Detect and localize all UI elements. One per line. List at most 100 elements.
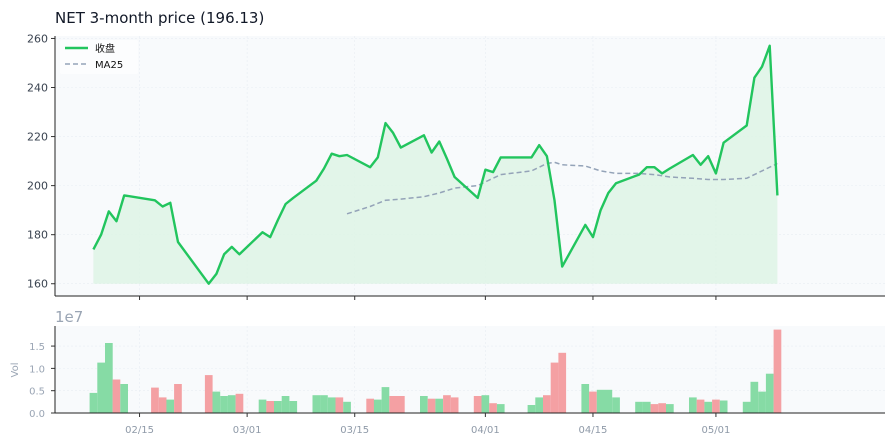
volume-bar [558, 352, 567, 413]
volume-bar [635, 401, 643, 413]
volume-bar [158, 397, 167, 413]
close-point [238, 253, 240, 255]
volume-bar [281, 396, 290, 413]
close-point [284, 203, 286, 205]
volume-bar [112, 379, 121, 413]
volume-bar [550, 362, 559, 413]
close-point [561, 265, 563, 267]
volume-bar [327, 397, 336, 413]
x-tick-label: 03/15 [340, 425, 369, 436]
price-tick-label: 200 [27, 180, 48, 193]
close-point [261, 231, 263, 233]
volume-bar [604, 389, 613, 413]
volume-bar [704, 401, 713, 413]
close-point [108, 210, 110, 212]
volume-bar [773, 329, 782, 413]
close-point [169, 202, 171, 204]
volume-bar [642, 401, 651, 413]
close-point [330, 153, 332, 155]
x-tick-label: 02/15 [125, 425, 154, 436]
volume-bar [204, 375, 213, 413]
volume-bar [750, 381, 759, 413]
close-point [769, 45, 771, 47]
volume-tick-label: 0.5 [29, 387, 45, 398]
volume-bar [473, 396, 482, 413]
volume-bar [650, 404, 659, 413]
x-tick-label: 04/15 [579, 425, 608, 436]
volume-tick-label: 1.5 [29, 342, 45, 353]
close-point [715, 172, 717, 174]
volume-bar [366, 398, 374, 413]
volume-bar [389, 396, 397, 413]
close-point [177, 241, 179, 243]
close-point [423, 134, 425, 136]
volume-bar [381, 387, 390, 413]
close-point [269, 236, 271, 238]
close-point [530, 156, 532, 158]
volume-panel-background [55, 326, 885, 413]
volume-bar [581, 384, 590, 413]
volume-bar [765, 373, 774, 413]
volume-axis-label: Vol [10, 363, 21, 378]
volume-bar [527, 405, 536, 413]
legend-ma25-label: MA25 [95, 60, 123, 71]
volume-axes [54, 326, 885, 414]
close-point [208, 283, 210, 285]
volume-bar [235, 393, 244, 413]
close-point [661, 172, 663, 174]
volume-bar [397, 396, 405, 413]
volume-bars [89, 329, 782, 413]
volume-tick-label: 0.0 [29, 409, 45, 420]
close-point [753, 76, 755, 78]
close-point [500, 156, 502, 158]
close-point [323, 167, 325, 169]
close-point [546, 155, 548, 157]
chart-title: NET 3-month price (196.13) [55, 9, 264, 27]
volume-bar [289, 401, 298, 413]
volume-bar [420, 396, 428, 413]
volume-bar [105, 343, 113, 413]
volume-offset-label: 1e7 [55, 308, 83, 326]
close-point [123, 194, 125, 196]
volume-bar [443, 395, 451, 413]
volume-bar [496, 404, 505, 413]
volume-panel: 0.0 0.5 1.0 1.5 02/15 03/01 03/15 04/01 04/15 05… [10, 308, 885, 436]
close-point [692, 154, 694, 156]
volume-bar [535, 397, 543, 413]
close-point [722, 141, 724, 143]
close-point [707, 155, 709, 157]
x-tick-label: 04/01 [471, 425, 500, 436]
close-point [115, 220, 117, 222]
close-point [384, 122, 386, 124]
close-point [92, 248, 94, 250]
close-point [484, 168, 486, 170]
close-point [453, 176, 455, 178]
volume-bar [489, 403, 497, 413]
close-point [292, 197, 294, 199]
volume-bar [266, 401, 274, 413]
close-point [154, 199, 156, 201]
close-point [346, 154, 348, 156]
close-price-line [92, 44, 779, 285]
close-point [607, 192, 609, 194]
volume-bar [589, 391, 597, 413]
volume-bar [320, 395, 328, 413]
volume-bar [227, 395, 236, 413]
volume-bar [450, 397, 459, 413]
price-panel: 160 180 200 220 240 260 [27, 32, 885, 300]
close-point [592, 236, 594, 238]
close-point [553, 199, 555, 201]
close-point [776, 194, 778, 196]
volume-bar [596, 389, 605, 413]
price-tick-label: 260 [27, 32, 48, 45]
volume-bar [696, 399, 705, 413]
volume-bar [120, 384, 128, 413]
volume-bar [373, 399, 382, 413]
volume-bar [481, 395, 490, 413]
volume-bar [343, 401, 351, 413]
volume-y-ticks: 0.0 0.5 1.0 1.5 [29, 342, 55, 420]
x-axis-ticks: 02/15 03/01 03/15 04/01 04/15 05/01 [125, 413, 730, 436]
price-tick-label: 240 [27, 82, 48, 95]
ma25-line [346, 161, 778, 215]
